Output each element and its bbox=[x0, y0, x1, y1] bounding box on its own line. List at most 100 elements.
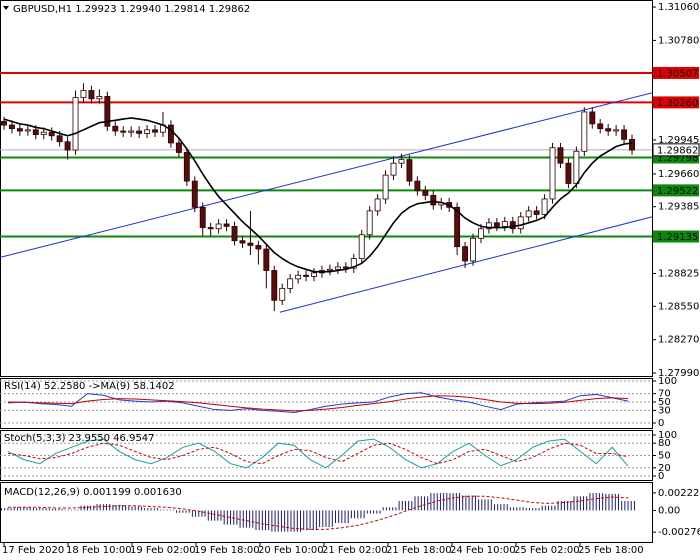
candle-body bbox=[32, 129, 39, 135]
candle-body bbox=[414, 180, 421, 192]
menu-arrow[interactable] bbox=[3, 6, 9, 10]
level-label: 1.30260 bbox=[657, 98, 698, 109]
y-tick-label: 50 bbox=[658, 451, 671, 462]
y-tick-label: 0.00 bbox=[658, 505, 680, 516]
candle-body bbox=[549, 147, 556, 200]
candle-body bbox=[104, 96, 111, 127]
candle-body bbox=[573, 150, 580, 184]
level-label: 1.29522 bbox=[657, 186, 698, 197]
y-tick-label: -0.002760 bbox=[658, 527, 700, 538]
level-label-box bbox=[653, 96, 699, 109]
candle-body bbox=[152, 129, 158, 133]
y-tick-label: 1.29385 bbox=[658, 202, 699, 213]
main-panel-frame bbox=[0, 0, 653, 377]
candle-body bbox=[430, 194, 437, 206]
candle-body bbox=[239, 240, 246, 244]
candle-body bbox=[48, 131, 55, 137]
candle-body bbox=[613, 129, 620, 132]
candle-body bbox=[565, 162, 572, 184]
level-label: 1.30507 bbox=[657, 68, 698, 79]
y-tick-label: 30 bbox=[658, 405, 671, 416]
x-tick-label: 17 Feb 2020 bbox=[2, 545, 64, 556]
candle-body bbox=[422, 190, 429, 196]
candle-body bbox=[326, 268, 333, 271]
candle-body bbox=[128, 130, 135, 133]
indicator-line bbox=[7, 438, 629, 469]
chart-title: GBPUSD,H1 1.29923 1.29940 1.29814 1.2986… bbox=[13, 4, 250, 15]
candle-body bbox=[167, 124, 174, 144]
macd-plot bbox=[1, 493, 635, 532]
indicator-line bbox=[7, 442, 629, 465]
y-tick-label: 1.29660 bbox=[658, 169, 699, 180]
last-price-label: 1.29862 bbox=[657, 145, 698, 156]
candle-body bbox=[342, 266, 349, 269]
x-tick-label: 24 Feb 10:00 bbox=[450, 545, 516, 556]
main-plot bbox=[0, 71, 652, 313]
indicator-line bbox=[7, 395, 629, 412]
candle-body bbox=[629, 138, 635, 151]
stoch-title: Stoch(5,3,3) 23.9550 46.9547 bbox=[4, 433, 155, 444]
candle-body bbox=[271, 270, 278, 301]
y-tick-label: 1.28825 bbox=[658, 268, 699, 279]
candle-body bbox=[621, 129, 628, 140]
candle-body bbox=[462, 246, 469, 262]
candle-body bbox=[144, 129, 151, 134]
candle-body bbox=[1, 121, 7, 126]
x-tick-label: 19 Feb 02:00 bbox=[130, 545, 196, 556]
candle-body bbox=[263, 248, 270, 271]
x-tick-label: 21 Feb 02:00 bbox=[322, 545, 388, 556]
x-tick-label: 25 Feb 18:00 bbox=[578, 545, 644, 556]
candle-body bbox=[8, 124, 15, 130]
y-tick-label: 80 bbox=[658, 438, 671, 449]
candle-body bbox=[303, 274, 310, 277]
x-tick-label: 21 Feb 18:00 bbox=[386, 545, 452, 556]
candle-body bbox=[287, 278, 294, 289]
candle-body bbox=[390, 162, 397, 176]
y-tick-label: 0.002228 bbox=[658, 488, 700, 499]
candle-body bbox=[207, 227, 214, 230]
candle-body bbox=[533, 210, 540, 215]
y-tick-label: 1.29945 bbox=[658, 135, 699, 146]
candle-body bbox=[350, 258, 357, 269]
y-tick-label: 20 bbox=[658, 463, 671, 474]
last-price-box bbox=[652, 143, 700, 157]
candle-body bbox=[56, 135, 63, 143]
candle-body bbox=[517, 216, 524, 230]
candle-body bbox=[64, 141, 71, 151]
stoch-plot bbox=[0, 434, 652, 477]
candle-body bbox=[223, 223, 230, 227]
channel-line bbox=[0, 92, 652, 258]
candle-body bbox=[509, 221, 516, 230]
candle-body bbox=[24, 129, 31, 132]
candle-body bbox=[191, 180, 198, 208]
candle-body bbox=[358, 234, 365, 259]
candle-body bbox=[72, 97, 79, 151]
y-tick-label: 50 bbox=[658, 397, 671, 408]
candle-body bbox=[16, 128, 23, 132]
candle-body bbox=[80, 90, 87, 99]
channel-line bbox=[279, 216, 652, 313]
y-tick-label: 0 bbox=[658, 418, 664, 429]
candle-body bbox=[485, 222, 492, 230]
candle-body bbox=[589, 111, 596, 125]
y-tick-label: 0 bbox=[658, 471, 664, 482]
x-tick-label: 20 Feb 10:00 bbox=[258, 545, 324, 556]
level-label-box bbox=[653, 184, 699, 197]
candle-body bbox=[136, 130, 143, 134]
y-tick-label: 1.27990 bbox=[658, 368, 699, 379]
y-tick-label: 1.28270 bbox=[658, 335, 699, 346]
candle-body bbox=[398, 159, 405, 164]
rsi-title: RSI(14) 52.2580 ->MA(9) 58.1402 bbox=[4, 381, 175, 392]
candle-body bbox=[279, 287, 286, 301]
indicator-line bbox=[7, 495, 629, 530]
candle-body bbox=[231, 225, 238, 242]
y-tick-label: 100 bbox=[658, 376, 677, 387]
rsi-panel-frame bbox=[0, 378, 653, 429]
level-label: 1.29135 bbox=[657, 232, 698, 243]
candle-body bbox=[366, 210, 373, 236]
y-tick-label: 1.30780 bbox=[658, 35, 699, 46]
candle-body bbox=[581, 111, 588, 152]
